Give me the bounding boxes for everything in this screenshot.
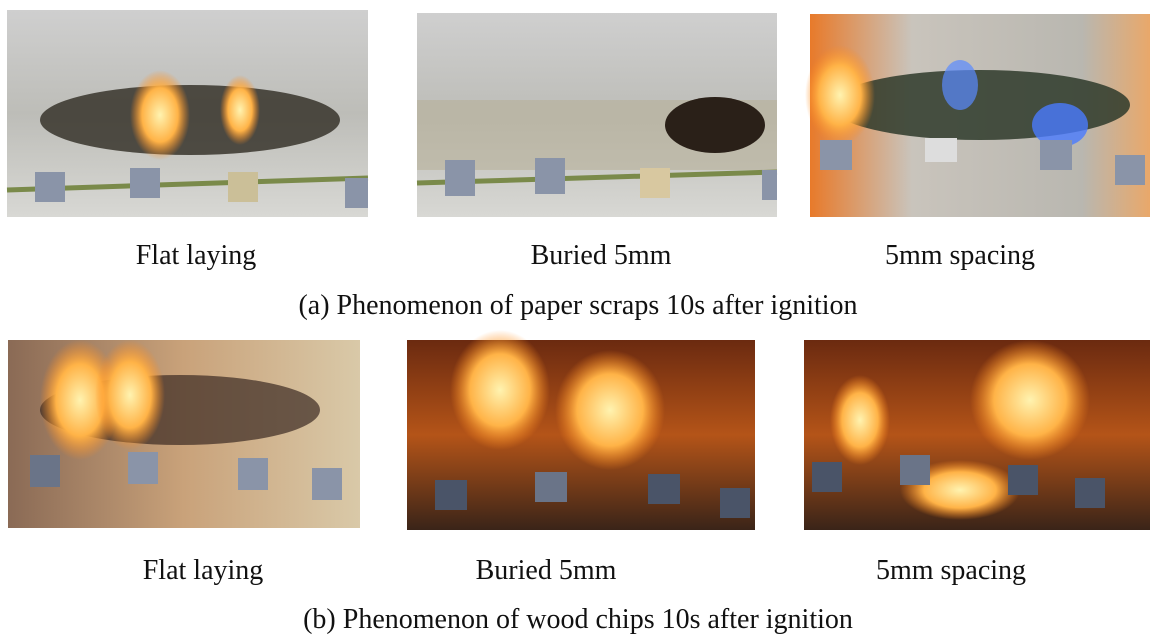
image-label: 5mm spacing: [876, 557, 1026, 585]
image-label: Buried 5mm: [531, 242, 672, 270]
photo-b2: [407, 330, 755, 530]
image-label: Flat laying: [143, 557, 264, 585]
image-label: Buried 5mm: [476, 557, 617, 585]
panel-caption: (b) Phenomenon of wood chips 10s after i…: [303, 606, 853, 634]
photo-b3: [804, 340, 1150, 530]
image-label: Flat laying: [136, 242, 257, 270]
image-label: 5mm spacing: [885, 242, 1035, 270]
panel-caption: (a) Phenomenon of paper scraps 10s after…: [298, 292, 857, 320]
photo-a1: [7, 10, 368, 217]
photo-a3: [805, 14, 1150, 217]
figure: Flat laying Buried 5mm 5mm spacing (a) P…: [0, 0, 1157, 634]
photo-a2: [417, 13, 777, 217]
photo-b1: [8, 340, 360, 528]
